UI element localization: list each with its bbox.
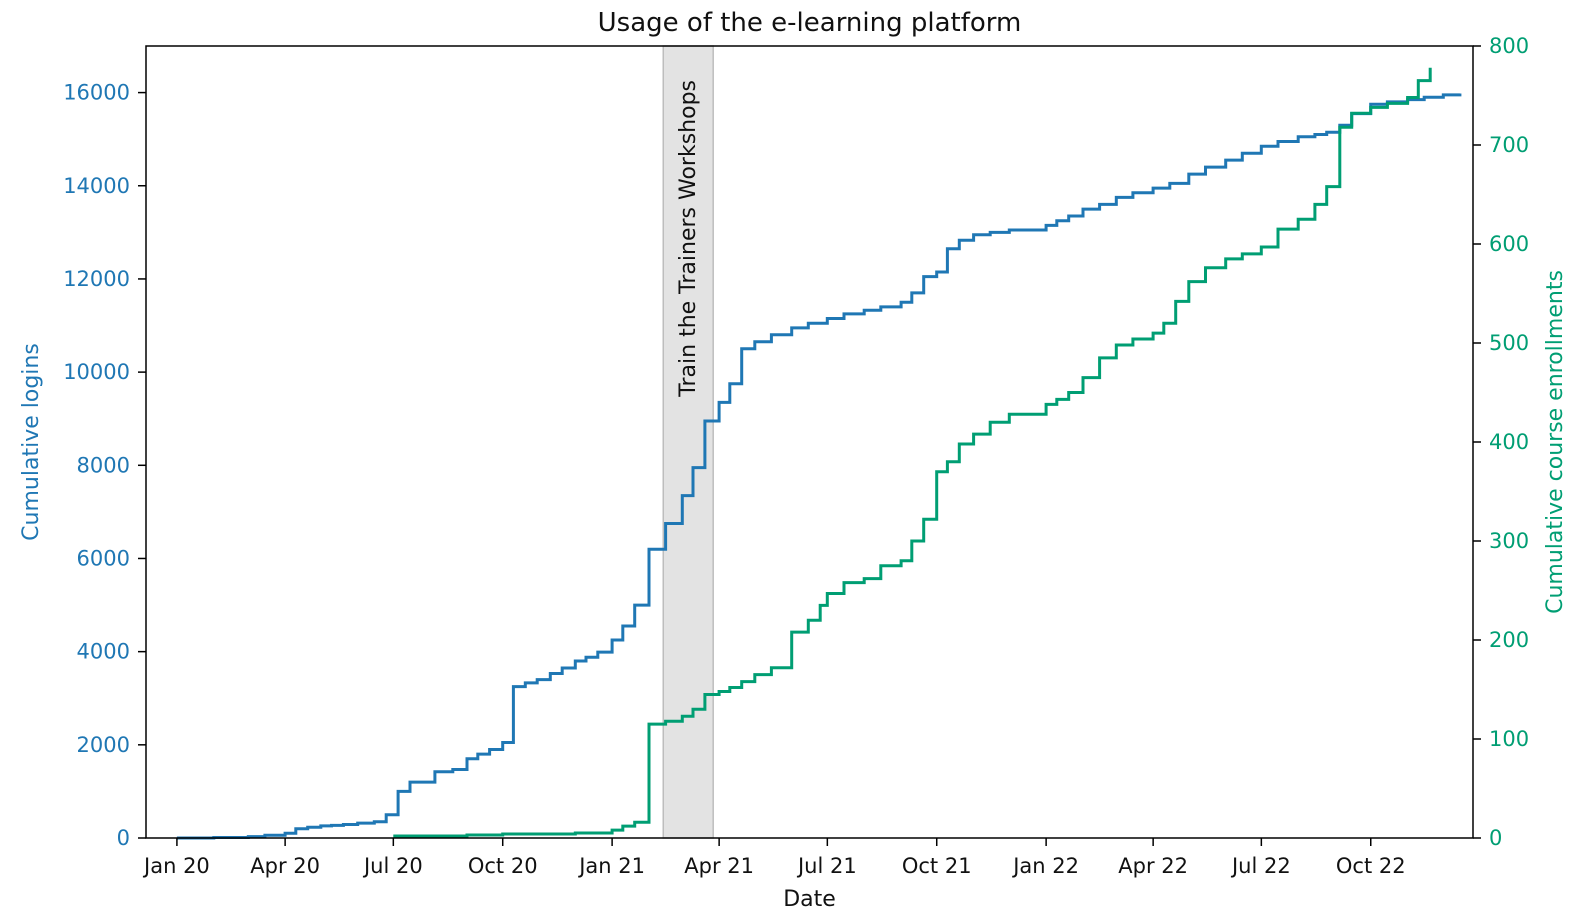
y2-tick-label: 400 [1489,430,1529,454]
x-axis-title: Date [783,887,836,912]
x-tick-label: Jul 20 [362,854,423,878]
y2-tick-label: 200 [1489,628,1529,652]
x-tick-label: Apr 20 [250,854,320,878]
y-tick-label: 14000 [63,174,130,198]
y2-tick-label: 500 [1489,331,1529,355]
x-tick-label: Jan 21 [577,854,645,878]
y-tick-label: 16000 [63,81,130,105]
annotation-label: Train the Trainers Workshops [676,80,701,398]
y-axis-left: 0 2000 4000 6000 8000 10000 12000 14000 16000 [63,81,146,850]
x-axis: Jan 20 Apr 20 Jul 20 Oct 20 Jan 21 Apr 21 Jul … [142,838,1406,878]
x-tick-label: Apr 22 [1118,854,1188,878]
x-tick-label: Apr 21 [684,854,754,878]
series-layer [176,67,1462,840]
y2-tick-label: 0 [1489,826,1502,850]
y-tick-label: 10000 [63,360,130,384]
y2-tick-label: 100 [1489,727,1529,751]
y-tick-label: 8000 [77,453,130,477]
y2-tick-label: 600 [1489,232,1529,256]
plot-frame [145,45,1474,839]
y-tick-label: 2000 [77,733,130,757]
y2-tick-label: 300 [1489,529,1529,553]
x-tick-label: Oct 21 [902,854,972,878]
x-tick-label: Oct 20 [468,854,538,878]
series-line-cumulative-enrollments [393,67,1432,838]
x-tick-label: Jan 22 [1011,854,1079,878]
y-axis-right-title: Cumulative course enrollments [1543,270,1568,614]
y-tick-label: 12000 [63,267,130,291]
y-axis-left-title: Cumulative logins [19,343,44,541]
series-line-cumulative-logins [176,93,1462,840]
y-tick-label: 4000 [77,640,130,664]
y2-tick-label: 800 [1489,34,1529,58]
x-tick-label: Jul 21 [796,854,857,878]
y2-tick-label: 700 [1489,133,1529,157]
x-tick-label: Jan 20 [142,854,210,878]
chart-title: Usage of the e-learning platform [598,8,1022,38]
x-tick-label: Oct 22 [1336,854,1406,878]
y-axis-right: 0 100 200 300 400 500 600 700 800 [1473,34,1529,850]
y-tick-label: 0 [117,826,130,850]
y-tick-label: 6000 [77,546,130,570]
x-tick-label: Jul 22 [1230,854,1291,878]
